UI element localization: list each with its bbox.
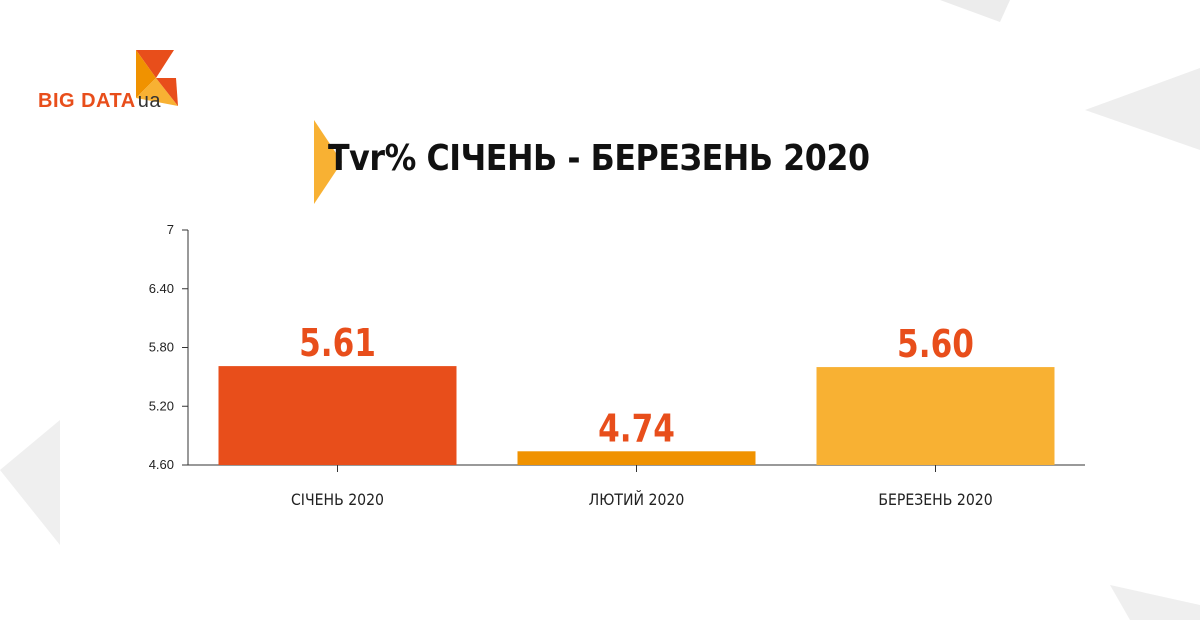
data-label: 5.61 (299, 322, 376, 366)
y-tick-label: 6.40 (149, 281, 174, 296)
chart-title: Tvr% СІЧЕНЬ - БЕРЕЗЕНЬ 2020 (328, 138, 870, 179)
y-tick-label: 5.20 (149, 398, 174, 413)
x-tick-label: ЛЮТИЙ 2020 (589, 489, 685, 509)
y-tick-label: 4.60 (149, 457, 174, 472)
deco-triangle-right (1085, 68, 1200, 150)
bar (218, 366, 457, 465)
logo-text-main: BIG DATA (38, 90, 136, 112)
deco-triangle-top (940, 0, 1010, 22)
deco-triangle-left (0, 420, 60, 545)
data-label: 4.74 (598, 407, 675, 451)
logo-text-suffix: ua (137, 90, 161, 112)
data-label: 5.60 (897, 323, 974, 367)
bar (816, 367, 1055, 465)
x-tick-label: БЕРЕЗЕНЬ 2020 (878, 490, 992, 509)
y-tick-label: 5.80 (149, 340, 174, 355)
y-tick-label: 7 (167, 222, 174, 237)
bar (517, 451, 756, 465)
logo-mark (136, 50, 178, 106)
deco-triangle-bottom (1110, 585, 1200, 620)
x-tick-label: СІЧЕНЬ 2020 (291, 490, 384, 509)
title-arrow-icon (314, 120, 342, 204)
logo-text: BIG DATA ua (38, 90, 161, 113)
